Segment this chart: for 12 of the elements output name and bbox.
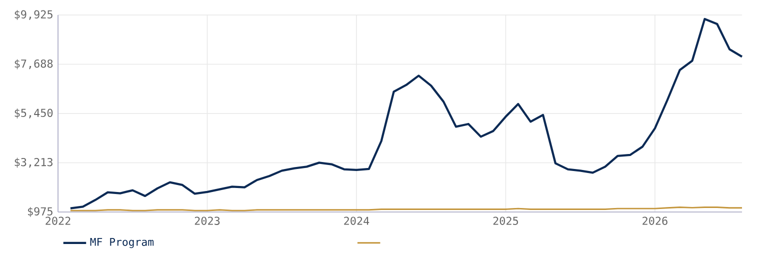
line-series	[69, 18, 744, 210]
y-tick-label: $975	[28, 207, 52, 217]
x-tick-label: 2024	[344, 216, 370, 225]
x-tick-label: 2023	[194, 216, 220, 225]
y-tick-label: $7,688	[14, 59, 53, 70]
x-tick-label: 2026	[642, 216, 668, 225]
legend-label: MF Program	[90, 238, 154, 248]
y-tick-label: $5,450	[14, 108, 53, 118]
y-tick-label: $3,213	[14, 158, 52, 168]
x-tick-label: 2022	[46, 216, 70, 225]
x-tick-label: 2025	[493, 216, 518, 225]
y-tick-label: $9,925	[14, 10, 52, 20]
